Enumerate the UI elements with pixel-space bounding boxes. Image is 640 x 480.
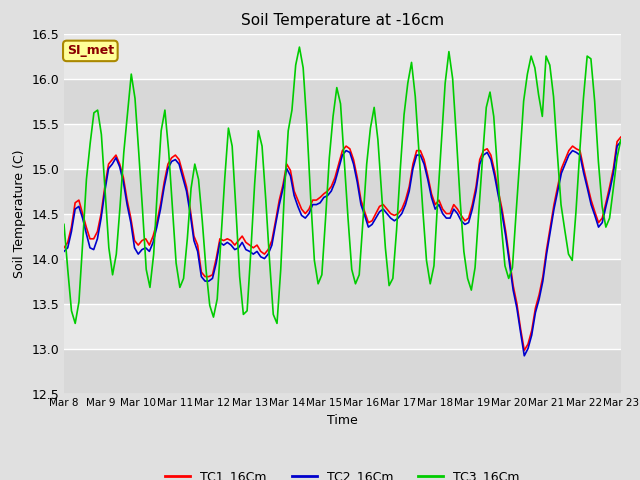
Text: SI_met: SI_met (67, 44, 114, 58)
TC3_16Cm (72, 321, 79, 326)
Bar (64, 214, 621, 259)
TC1_16Cm (520, 348, 528, 353)
TC3_16Cm (60, 221, 68, 227)
TC1_16Cm (257, 249, 264, 254)
Bar (64, 123, 621, 168)
TC2_16Cm (257, 254, 264, 260)
TC3_16Cm (617, 137, 625, 143)
TC2_16Cm (413, 152, 420, 158)
Line: TC1_16Cm: TC1_16Cm (64, 137, 621, 350)
Line: TC2_16Cm: TC2_16Cm (64, 142, 621, 356)
TC3_16Cm (296, 44, 303, 50)
TC1_16Cm (60, 245, 68, 251)
TC1_16Cm (398, 206, 406, 212)
TC2_16Cm (331, 179, 339, 185)
TC2_16Cm (450, 206, 458, 212)
TC2_16Cm (398, 211, 406, 216)
TC2_16Cm (520, 353, 528, 359)
Bar (64, 79, 621, 123)
TC1_16Cm (450, 202, 458, 207)
TC2_16Cm (609, 170, 617, 176)
TC1_16Cm (331, 175, 339, 180)
Legend: TC1_16Cm, TC2_16Cm, TC3_16Cm: TC1_16Cm, TC2_16Cm, TC3_16Cm (160, 465, 525, 480)
TC3_16Cm (452, 134, 460, 140)
TC3_16Cm (284, 128, 292, 133)
Bar (64, 348, 621, 394)
Bar (64, 34, 621, 79)
TC2_16Cm (60, 249, 68, 254)
TC3_16Cm (247, 249, 255, 254)
TC3_16Cm (527, 53, 535, 59)
TC3_16Cm (359, 218, 367, 224)
Bar (64, 259, 621, 303)
TC2_16Cm (617, 139, 625, 144)
Line: TC3_16Cm: TC3_16Cm (64, 47, 621, 324)
TC1_16Cm (609, 166, 617, 171)
Bar (64, 303, 621, 348)
TC1_16Cm (413, 148, 420, 154)
TC3_16Cm (381, 245, 389, 251)
X-axis label: Time: Time (327, 414, 358, 427)
Title: Soil Temperature at -16cm: Soil Temperature at -16cm (241, 13, 444, 28)
Y-axis label: Soil Temperature (C): Soil Temperature (C) (13, 149, 26, 278)
Bar (64, 168, 621, 214)
TC1_16Cm (617, 134, 625, 140)
